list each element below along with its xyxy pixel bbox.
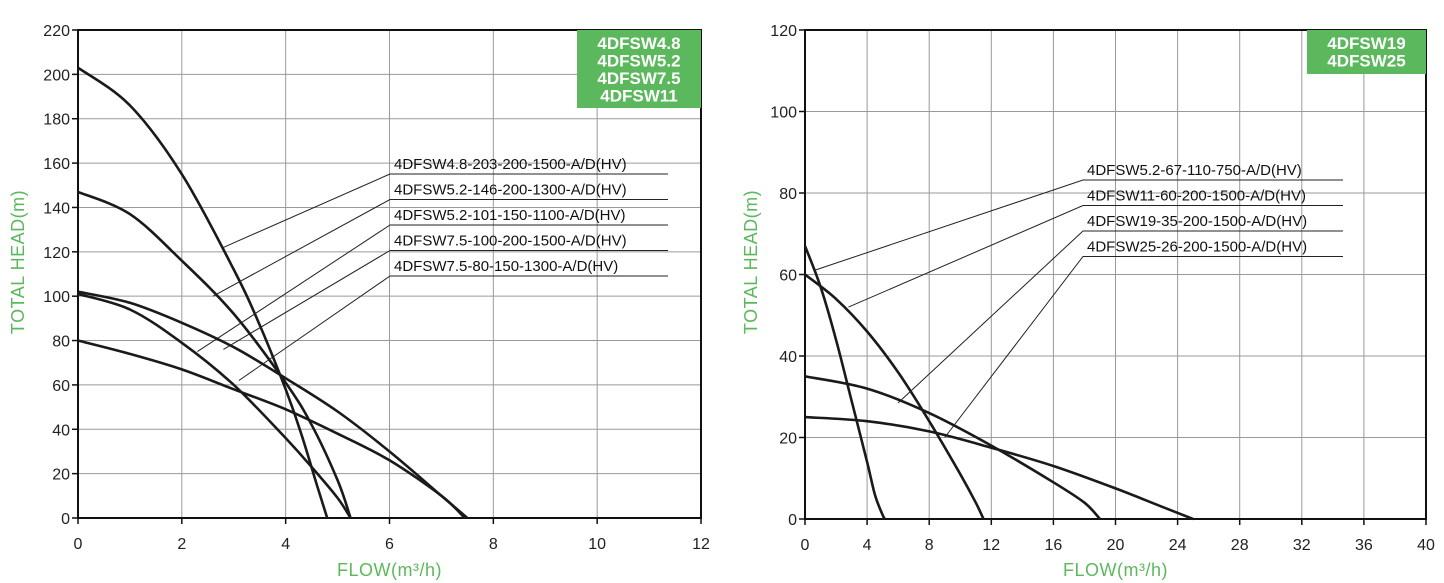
y-tick-label: 140: [43, 200, 70, 217]
x-tick-label: 36: [1355, 537, 1373, 554]
series-label: 4DFSW5.2-101-150-1100-A/D(HV): [394, 207, 625, 224]
grid: [804, 29, 1427, 520]
badge-model-label: 4DFSW4.8: [597, 34, 680, 53]
badge-model-label: 4DFSW11: [600, 87, 677, 106]
series-leader-line: [238, 275, 668, 381]
y-tick-label: 0: [788, 512, 797, 529]
badge-model-label: 4DFSW19: [1327, 34, 1405, 53]
x-tick-label: 10: [588, 536, 606, 553]
series-curve-2: [77, 190, 352, 519]
x-tick-label: 12: [982, 537, 1000, 554]
series-leader-line: [848, 205, 1343, 308]
y-tick-label: 60: [52, 378, 70, 395]
y-tick-label: 0: [61, 511, 70, 528]
y-tick-label: 220: [43, 23, 70, 40]
badge-background: [577, 30, 701, 108]
y-tick-label: 100: [43, 289, 70, 306]
y-tick-label: 80: [779, 186, 797, 203]
x-tick-label: 40: [1417, 537, 1435, 554]
chart-2: 0 4 8 12 16 20 24 28 32 36 40 0 20 40 60 80 100 120 FLOW(m…: [741, 23, 1435, 580]
series-label: 4DFSW7.5-80-150-1300-A/D(HV): [394, 258, 618, 275]
x-tick-label: 4: [281, 536, 290, 553]
y-tick-label: 20: [779, 431, 797, 448]
x-tick-label: 20: [1107, 537, 1125, 554]
series-label: 4DFSW7.5-100-200-1500-A/D(HV): [394, 233, 627, 250]
series-curve-4: [804, 415, 1194, 521]
y-tick-label: 80: [52, 334, 70, 351]
chart-1: 0 2 4 6 8 10 12020406080100120140160180200220F…: [8, 23, 710, 580]
y-tick-label: 160: [43, 156, 70, 173]
y-tick-label: 100: [770, 105, 797, 122]
series-curve-2: [804, 273, 985, 520]
series-leader-line: [897, 230, 1343, 404]
y-tick-label: 40: [779, 349, 797, 366]
badge-model-label: 4DFSW7.5: [597, 69, 680, 88]
series-curve-5: [77, 339, 466, 519]
series-leader-line: [197, 224, 668, 353]
x-tick-label: 12: [692, 536, 710, 553]
y-tick-label: 120: [770, 23, 797, 40]
y-tick-label: 200: [43, 67, 70, 84]
grid: [77, 29, 702, 519]
series-label: 4DFSW11-60-200-1500-A/D(HV): [1087, 188, 1306, 205]
series-curve-1: [803, 245, 887, 520]
series-label: 4DFSW19-35-200-1500-A/D(HV): [1087, 213, 1307, 230]
x-axis-label: FLOW(m³/h): [1063, 560, 1168, 580]
x-tick-label: 8: [489, 536, 498, 553]
x-axis-label: FLOW(m³/h): [337, 560, 442, 580]
series-curve-3: [77, 292, 352, 519]
badge-model-label: 4DFSW25: [1327, 52, 1405, 71]
x-tick-label: 28: [1231, 537, 1249, 554]
x-tick-label: 16: [1045, 537, 1063, 554]
series-label: 4DFSW5.2-67-110-750-A/D(HV): [1087, 162, 1302, 179]
x-tick-label: 24: [1169, 537, 1187, 554]
y-tick-label: 120: [43, 245, 70, 262]
y-axis-label: TOTAL HEAD(m): [741, 190, 761, 334]
x-tick-label: 0: [74, 536, 83, 553]
x-tick-label: 4: [863, 537, 872, 554]
series-curve-1: [77, 66, 329, 519]
x-tick-label: 8: [925, 537, 934, 554]
series-leader-line: [223, 250, 668, 350]
series-label: 4DFSW5.2-146-200-1300-A/D(HV): [394, 182, 627, 199]
y-tick-label: 40: [52, 422, 70, 439]
y-axis-label: TOTAL HEAD(m): [8, 190, 28, 334]
x-tick-label: 0: [801, 537, 810, 554]
badge-model-label: 4DFSW5.2: [597, 52, 680, 71]
series-leader-line: [212, 199, 668, 297]
x-tick-label: 6: [385, 536, 394, 553]
series-leader-line: [814, 179, 1343, 271]
y-tick-label: 60: [779, 268, 797, 285]
y-tick-label: 20: [52, 467, 70, 484]
y-tick-label: 180: [43, 112, 70, 129]
badge-background: [1307, 30, 1426, 74]
x-tick-label: 2: [177, 536, 186, 553]
series-label: 4DFSW25-26-200-1500-A/D(HV): [1087, 239, 1307, 256]
series-curve-3: [804, 375, 1101, 520]
x-tick-label: 32: [1293, 537, 1311, 554]
series-label: 4DFSW4.8-203-200-1500-A/D(HV): [394, 156, 627, 173]
series-leader-line: [944, 256, 1343, 438]
series-leader-line: [223, 173, 668, 248]
